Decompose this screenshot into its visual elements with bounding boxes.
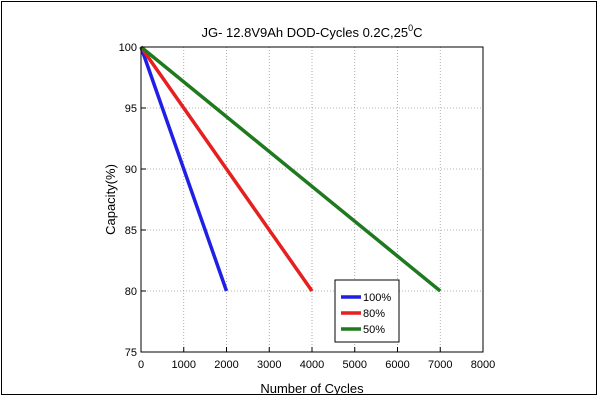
series-lines [139, 45, 442, 293]
legend-label: 80% [363, 308, 385, 320]
legend-label: 100% [363, 292, 391, 304]
chart-title: JG- 12.8V9Ah DOD-Cycles 0.2C,250C [201, 23, 422, 40]
y-tick-label: 80 [125, 286, 137, 298]
y-tick-label: 100 [119, 42, 137, 54]
series-line-50pct [139, 45, 442, 293]
y-axis-label: Capacity(%) [103, 164, 118, 235]
chart-title-suffix: C [413, 25, 422, 40]
y-tick-label: 85 [125, 225, 137, 237]
chart-title-superscript: 0 [408, 23, 413, 33]
x-tick-label: 1000 [172, 359, 196, 371]
legend: 100% 80% 50% [334, 279, 400, 343]
x-tick-label: 8000 [471, 359, 495, 371]
x-axis-label: Number of Cycles [260, 381, 364, 395]
y-tick-label: 90 [125, 164, 137, 176]
series-line-100pct [139, 46, 229, 292]
x-tick-label: 3000 [257, 359, 281, 371]
x-tick-label: 4000 [300, 359, 324, 371]
x-tick-label: 2000 [214, 359, 238, 371]
y-tick-label: 75 [125, 347, 137, 359]
series-line-80pct [139, 45, 314, 293]
grid-lines [141, 47, 483, 352]
plot-area [141, 47, 483, 352]
legend-label: 50% [363, 324, 385, 336]
x-tick-label: 7000 [428, 359, 452, 371]
x-tick-label: 5000 [343, 359, 367, 371]
x-tick-label: 0 [138, 359, 144, 371]
chart-title-main: JG- 12.8V9Ah DOD-Cycles 0.2C,25 [201, 25, 408, 40]
x-tick-label: 6000 [385, 359, 409, 371]
y-tick-label: 95 [125, 103, 137, 115]
legend-box [334, 279, 400, 343]
